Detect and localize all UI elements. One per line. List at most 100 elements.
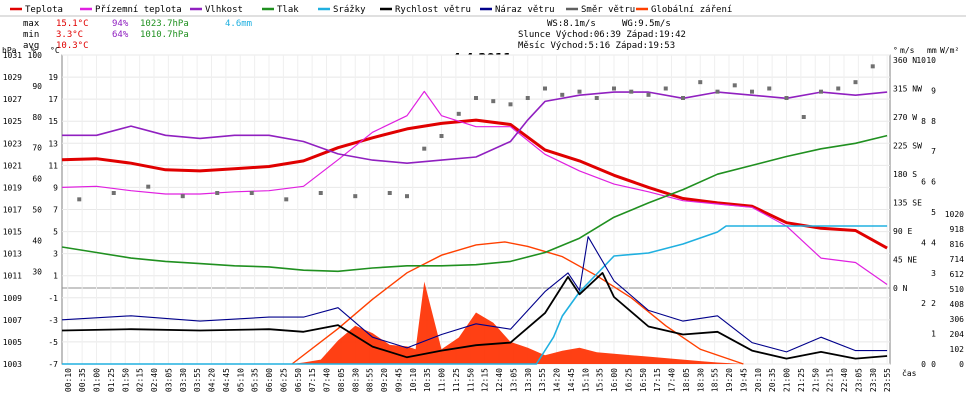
tick-wm2-5: 510	[950, 285, 965, 294]
x-tick-17: 07:15	[308, 368, 317, 392]
x-tick-47: 19:45	[739, 368, 748, 392]
x-tick-15: 06:25	[279, 368, 288, 392]
chart-svg: Teplota Přízemní teplota Vlhkost Tlak Srážky…	[0, 0, 966, 400]
stat-min-label: min	[23, 30, 39, 40]
x-tick-40: 16:50	[639, 368, 648, 392]
x-tick-16: 06:50	[294, 368, 303, 392]
x-tick-30: 12:40	[495, 368, 504, 392]
x-tick-7: 03:05	[164, 368, 173, 392]
x-tick-31: 13:05	[509, 368, 518, 392]
x-tick-45: 18:55	[711, 368, 720, 392]
wind-dir-point	[422, 147, 426, 151]
tick-hpa-9: 1021	[3, 161, 22, 170]
tick-mm-0: 0	[931, 360, 936, 369]
legend-label-2: Vlhkost	[205, 5, 243, 15]
wind-dir-point	[526, 96, 530, 100]
x-tick-41: 17:15	[653, 368, 662, 392]
tick-temp-1: -5	[48, 338, 58, 347]
tick-mm-7: 7	[931, 147, 936, 156]
wind-dir-point	[491, 99, 495, 103]
wind-dir-point	[716, 90, 720, 94]
x-tick-37: 15:35	[596, 368, 605, 392]
tick-temp-2: -3	[48, 316, 58, 325]
wind-dir-point	[871, 64, 875, 68]
tick-wm2-8: 816	[950, 240, 965, 249]
x-tick-6: 02:40	[150, 368, 159, 392]
tick-dir-5: 225 SW	[893, 142, 922, 151]
tick-hpa-6: 1015	[3, 228, 22, 237]
x-tick-49: 20:35	[768, 368, 777, 392]
tick-mm-2: 2	[931, 299, 936, 308]
meteo-chart: Teplota Přízemní teplota Vlhkost Tlak Srážky…	[0, 0, 966, 400]
x-tick-24: 10:10	[409, 368, 418, 392]
x-tick-11: 04:45	[222, 368, 231, 392]
tick-hpa-1: 1005	[3, 338, 22, 347]
info-panel: max 15.1°C 94% 1023.7hPa 4.6mm min 3.3°C…	[23, 19, 686, 51]
wind-dir-point	[698, 80, 702, 84]
tick-mm-3: 3	[931, 269, 936, 278]
wind-dir-point	[836, 87, 840, 91]
axis-unit-pct: %	[31, 46, 36, 55]
x-tick-2: 01:00	[93, 368, 102, 392]
x-tick-48: 20:10	[754, 368, 763, 392]
stat-max-press: 1023.7hPa	[140, 19, 189, 29]
tick-hpa-2: 1007	[3, 316, 22, 325]
x-tick-52: 21:50	[811, 368, 820, 392]
x-axis-label: čas	[902, 368, 917, 378]
wind-dir-point	[250, 191, 254, 195]
tick-temp-13: 19	[48, 73, 58, 82]
tick-wm2-0: 0	[959, 360, 964, 369]
tick-hpa-10: 1023	[3, 139, 22, 148]
x-tick-34: 14:20	[553, 368, 562, 392]
wind-dir-point	[388, 191, 392, 195]
tick-dir-6: 270 W	[893, 113, 917, 122]
wind-dir-point	[664, 87, 668, 91]
legend: Teplota Přízemní teplota Vlhkost Tlak Srážky…	[0, 5, 966, 16]
axis-unit-dir: °	[893, 46, 898, 55]
tick-dir-4: 180 S	[893, 170, 917, 179]
tick-wm2-9: 918	[950, 225, 965, 234]
wind-dir-point	[750, 90, 754, 94]
x-tick-56: 23:30	[869, 368, 878, 392]
legend-label-3: Tlak	[277, 5, 299, 15]
wind-dir-point	[854, 80, 858, 84]
axis-unit-mm: mm	[927, 46, 937, 55]
legend-label-4: Srážky	[333, 5, 366, 15]
wind-dir-point	[457, 112, 461, 116]
wind-dir-point	[595, 96, 599, 100]
x-tick-46: 19:20	[725, 368, 734, 392]
x-tick-21: 08:55	[366, 368, 375, 392]
tick-ms-0: 0	[921, 360, 926, 369]
tick-temp-5: 3	[53, 250, 58, 259]
sun-times: Slunce Východ:06:39 Západ:19:42	[518, 30, 686, 40]
wind-dir-point	[405, 194, 409, 198]
x-tick-29: 12:15	[481, 368, 490, 392]
tick-temp-6: 5	[53, 228, 58, 237]
legend-label-1: Přízemní teplota	[95, 5, 182, 15]
tick-pct-5: 80	[32, 113, 42, 122]
tick-dir-1: 45 NE	[893, 256, 917, 265]
tick-wm2-10: 1020	[945, 210, 964, 219]
tick-ms-3: 6	[921, 178, 926, 187]
x-tick-36: 15:10	[581, 368, 590, 392]
axis-unit-ms: m/s	[900, 46, 915, 55]
wind-dir-point	[112, 191, 116, 195]
x-tick-32: 13:30	[524, 368, 533, 392]
wind-dir-point	[647, 93, 651, 97]
x-tick-3: 01:25	[107, 368, 116, 392]
stat-max-label: max	[23, 19, 40, 29]
wind-dir-point	[440, 134, 444, 138]
wind-dir-point	[77, 197, 81, 201]
wind-dir-point	[215, 191, 219, 195]
tick-pct-4: 70	[32, 144, 42, 153]
tick-pct-6: 90	[32, 82, 42, 91]
tick-mm-8: 8	[931, 117, 936, 126]
tick-temp-9: 11	[48, 161, 58, 170]
wind-dir-point	[767, 87, 771, 91]
x-tick-18: 07:40	[323, 368, 332, 392]
tick-dir-8: 360 N	[893, 56, 917, 65]
x-tick-5: 02:15	[136, 368, 145, 392]
x-tick-4: 01:50	[121, 368, 130, 392]
wind-dir-point	[353, 194, 357, 198]
tick-ms-4: 8	[921, 117, 926, 126]
